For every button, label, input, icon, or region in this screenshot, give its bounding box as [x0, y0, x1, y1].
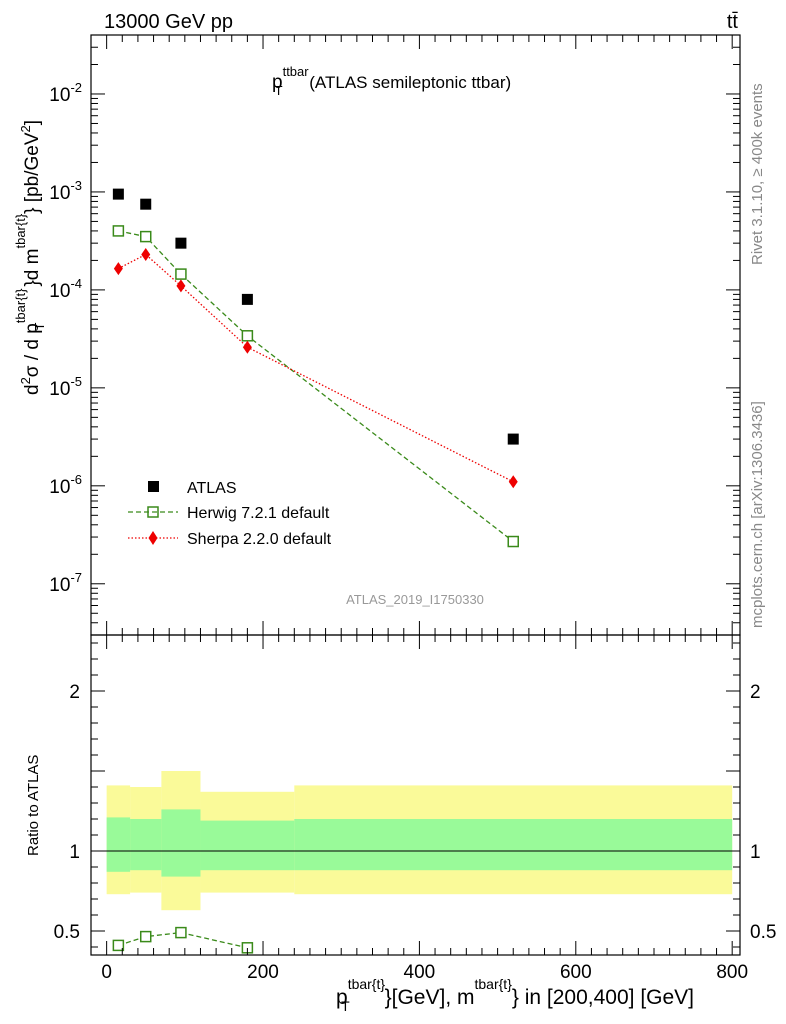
ratio-uncertainty-bands — [91, 771, 740, 911]
main-data-point-3 — [241, 293, 253, 305]
y-axis-label-ratio: Ratio to ATLAS — [25, 755, 42, 856]
main-herwig-point-2 — [175, 268, 187, 280]
x-tick-label: 200 — [247, 962, 279, 983]
y-axis-label-main: d2σ / d ptbar{t}T}d mtbar{t}} [pb/GeV2] — [13, 120, 47, 395]
y-tick-label: 10-7 — [49, 570, 82, 596]
band-inner-4 — [294, 819, 733, 871]
main-sherpa-point-1 — [141, 247, 151, 261]
main-sherpa-line — [118, 253, 514, 483]
legend-herwig-marker — [147, 506, 159, 518]
y-tick-label: 10-6 — [49, 472, 82, 498]
main-sherpa-point-3 — [242, 340, 252, 354]
x-tick-label: 0 — [101, 962, 112, 983]
y-tick-label: 10-4 — [49, 276, 82, 302]
legend-atlas-marker — [148, 481, 159, 492]
y-tick-label: 10-5 — [49, 374, 82, 400]
x-tick-label: 600 — [560, 962, 592, 983]
series-layer — [112, 188, 519, 954]
legend-sherpa-label: Sherpa 2.2.0 default — [187, 531, 332, 548]
energy-label: 13000 GeV pp — [104, 11, 233, 33]
ratio-herwig-point-1 — [139, 930, 152, 943]
main-herwig-point-3 — [241, 330, 254, 342]
band-inner-2 — [161, 809, 201, 877]
ratio-y-tick-label-left: 2 — [69, 682, 80, 703]
y-tick-label: 10-3 — [49, 178, 82, 204]
ratio-herwig-point-0 — [112, 939, 125, 952]
legend-sherpa-marker — [148, 531, 158, 545]
main-data-point-4 — [507, 433, 519, 445]
ratio-herwig-line — [118, 931, 248, 949]
main-herwig-point-0 — [112, 225, 125, 237]
x-tick-label: 400 — [404, 962, 436, 983]
rivet-label: Rivet 3.1.10, ≥ 400k events — [749, 83, 766, 265]
ratio-y-tick-label-right: 0.5 — [750, 922, 776, 943]
x-tick-label: 800 — [716, 962, 748, 983]
band-inner-1 — [130, 819, 162, 871]
main-data-point-0 — [112, 188, 124, 200]
main-data-point-1 — [140, 198, 152, 210]
main-sherpa-point-4 — [508, 475, 518, 489]
axes-layer: 0 200 400 600 800 10-7 10-6 10-5 10-4 10-3 10-2 0.5… — [49, 34, 776, 983]
ratio-y-tick-label-right: 1 — [750, 842, 761, 863]
main-sherpa-point-2 — [176, 279, 186, 293]
main-data-point-2 — [175, 237, 187, 249]
band-inner-0 — [106, 817, 131, 872]
main-herwig-point-4 — [507, 535, 519, 548]
main-sherpa-point-0 — [113, 262, 123, 276]
main-herwig-point-1 — [139, 230, 152, 243]
x-axis-label: ptbar{t} T}[GeV], mtbar{t}} in [200,400] … — [336, 976, 694, 1014]
ratio-y-tick-label-left: 1 — [69, 842, 80, 863]
ratio-y-tick-label-right: 2 — [750, 682, 761, 703]
main-herwig-line — [118, 230, 514, 543]
legend: ATLAS Herwig 7.2.1 default Sherpa 2.2.0 … — [128, 480, 332, 548]
legend-herwig-label: Herwig 7.2.1 default — [187, 505, 330, 522]
ratio-y-tick-label-left: 0.5 — [54, 922, 80, 943]
band-inner-3 — [200, 820, 295, 871]
process-label: tt̄ — [727, 11, 739, 33]
analysis-id-label: ATLAS_2019_I1750330 — [346, 592, 484, 607]
legend-atlas-label: ATLAS — [187, 480, 237, 497]
ratio-herwig-point-2 — [175, 926, 187, 939]
ratio-frame — [90, 634, 741, 956]
y-tick-label: 10-2 — [49, 80, 82, 106]
site-label: mcplots.cern.ch [arXiv:1306.3436] — [749, 401, 766, 628]
plot-title: pttbar T (ATLAS semileptonic ttbar) — [272, 64, 511, 98]
